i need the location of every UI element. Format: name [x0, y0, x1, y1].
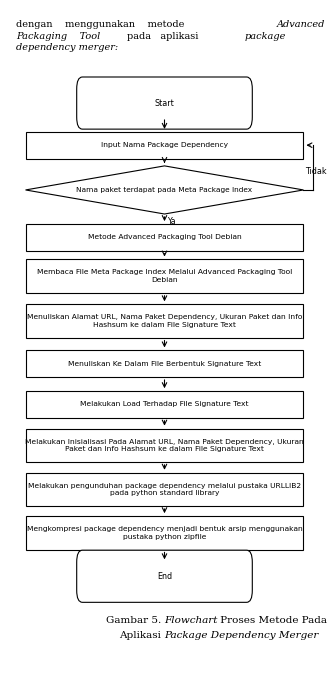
Text: Input Nama Package Dependency: Input Nama Package Dependency	[101, 142, 228, 148]
Text: Membaca File Meta Package Index Melalui Advanced Packaging Tool
Debian: Membaca File Meta Package Index Melalui …	[37, 269, 292, 283]
Text: Mengkompresi package dependency menjadi bentuk arsip menggunakan
pustaka python : Mengkompresi package dependency menjadi …	[27, 526, 302, 539]
Text: Nama paket terdapat pada Meta Package Index: Nama paket terdapat pada Meta Package In…	[76, 187, 253, 193]
Text: Proses Metode Pada: Proses Metode Pada	[164, 617, 326, 625]
FancyBboxPatch shape	[77, 550, 252, 602]
Bar	[26, 351, 303, 377]
Bar	[26, 516, 303, 550]
Text: Flowchart: Flowchart	[164, 617, 218, 625]
Text: Ya: Ya	[167, 217, 176, 226]
Bar	[26, 224, 303, 251]
Bar	[26, 428, 303, 462]
Text: Package Dependency Merger: Package Dependency Merger	[164, 631, 319, 640]
Text: Menuliskan Alamat URL, Nama Paket Dependency, Ukuran Paket dan Info
Hashsum ke d: Menuliskan Alamat URL, Nama Paket Depend…	[27, 314, 302, 327]
Text: Melakukan Inisialisasi Pada Alamat URL, Nama Paket Dependency, Ukuran
Paket dan : Melakukan Inisialisasi Pada Alamat URL, …	[25, 439, 304, 452]
Text: Gambar 5.: Gambar 5.	[106, 617, 164, 625]
Text: Melakukan Load Terhadap File Signature Text: Melakukan Load Terhadap File Signature T…	[80, 402, 249, 407]
Text: End: End	[157, 572, 172, 581]
Polygon shape	[26, 166, 303, 214]
Text: dengan    menggunakan    metode: dengan menggunakan metode	[16, 20, 194, 29]
FancyBboxPatch shape	[77, 77, 252, 129]
Text: dependency merger:: dependency merger:	[16, 43, 118, 52]
Text: Advanced: Advanced	[277, 20, 325, 29]
Text: Start: Start	[155, 99, 174, 108]
Bar	[26, 259, 303, 293]
Text: Melakukan pengunduhan package dependency melalui pustaka URLLIB2
pada python sta: Melakukan pengunduhan package dependency…	[28, 483, 301, 496]
Text: package: package	[245, 31, 287, 40]
Text: Metode Advanced Packaging Tool Debian: Metode Advanced Packaging Tool Debian	[88, 235, 241, 240]
Text: Menuliskan Ke Dalam File Berbentuk Signature Text: Menuliskan Ke Dalam File Berbentuk Signa…	[68, 361, 261, 367]
Text: Packaging    Tool: Packaging Tool	[16, 31, 100, 40]
Text: pada   aplikasi: pada aplikasi	[127, 31, 198, 40]
Text: Aplikasi: Aplikasi	[119, 631, 164, 640]
Bar	[26, 473, 303, 506]
Text: Tidak: Tidak	[305, 167, 327, 177]
Bar	[26, 391, 303, 418]
Bar	[26, 304, 303, 338]
Bar	[26, 132, 303, 158]
